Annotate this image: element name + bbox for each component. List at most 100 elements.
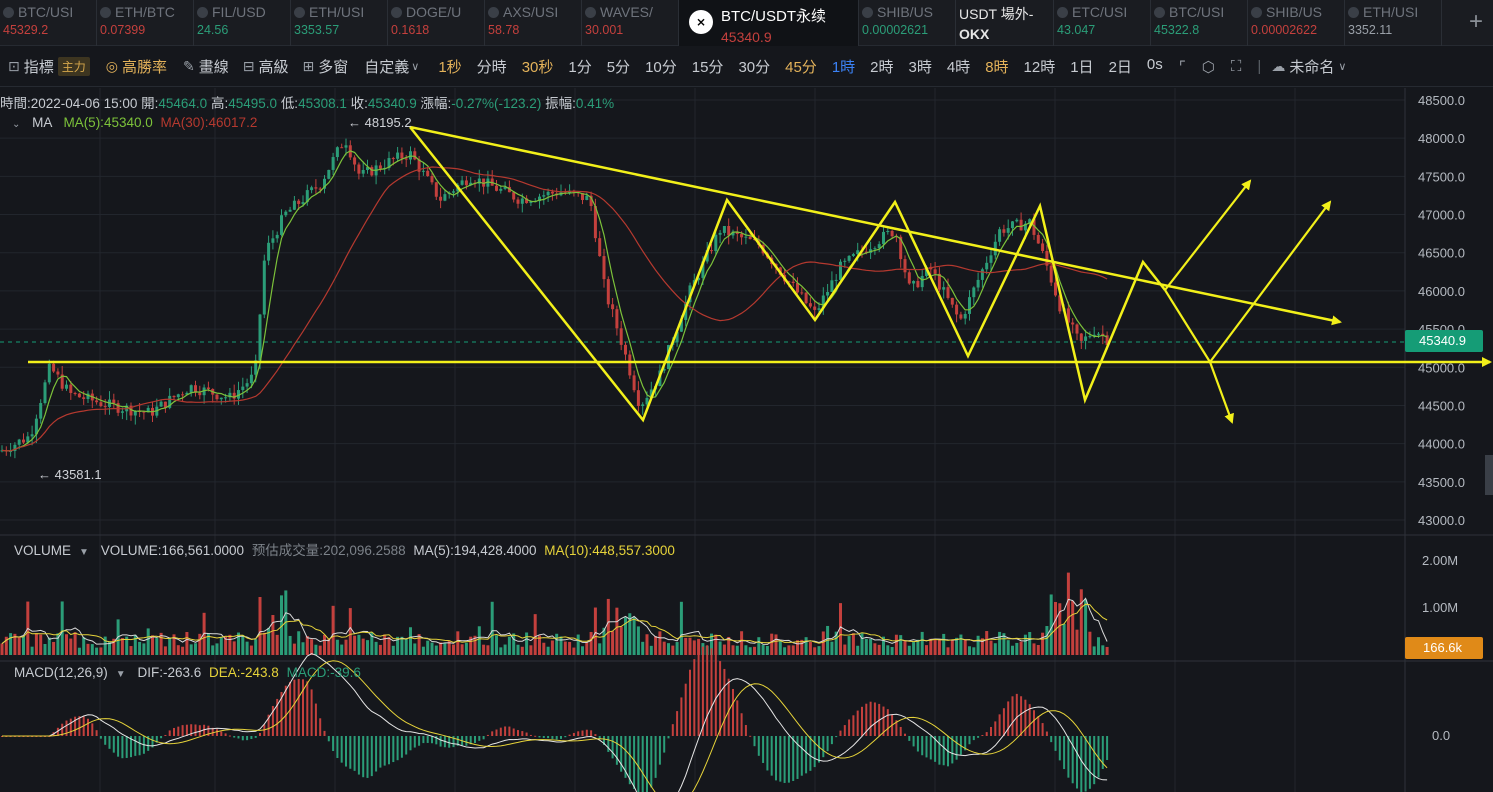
- ticker-tab[interactable]: DOGE/U 0.1618: [388, 0, 485, 46]
- dif-value: DIF:-263.6: [137, 665, 202, 680]
- candle-body: [632, 375, 636, 391]
- timeframe-option[interactable]: 2日: [1108, 59, 1132, 76]
- volume-bar: [929, 638, 933, 655]
- draw-button[interactable]: ✎ 畫線: [183, 56, 229, 77]
- timeframe-option[interactable]: 10分: [645, 59, 677, 76]
- macd-bar: [689, 669, 691, 736]
- timeframe-option[interactable]: 4時: [946, 59, 971, 76]
- candlestick-chart[interactable]: 48500.0 48000.0 47500.0 47000.0 46500.0 46000…: [0, 88, 1493, 792]
- macd-bar: [319, 718, 322, 736]
- macd-bar: [654, 736, 657, 778]
- macd-bar: [994, 721, 997, 736]
- macd-bar: [233, 736, 236, 738]
- macd-bar: [508, 726, 511, 736]
- timeframe-option[interactable]: 1時: [831, 59, 856, 76]
- candle-body: [194, 385, 197, 393]
- volume-bar: [60, 601, 64, 655]
- custom-dropdown[interactable]: 自定義 ∨: [364, 56, 423, 77]
- volume-bar: [254, 639, 258, 655]
- ticker-symbol: ETH/BTC: [100, 4, 193, 20]
- ticker-tab[interactable]: WAVES/30.001: [582, 0, 679, 46]
- candle-body: [968, 297, 971, 314]
- ticker-tab[interactable]: FIL/USD 24.56: [194, 0, 291, 46]
- fullscreen-icon[interactable]: ⛶: [1230, 58, 1242, 75]
- macd-bar: [431, 736, 433, 744]
- candle-body: [391, 158, 395, 160]
- win-rate-button[interactable]: ◎ 高勝率: [106, 56, 167, 77]
- exchange-tab[interactable]: USDT 場外- OKX: [956, 0, 1054, 46]
- candle-body: [1071, 322, 1075, 325]
- candle-body: [1032, 219, 1036, 235]
- macd-bar: [173, 727, 175, 736]
- timeframe-option[interactable]: 5分: [606, 59, 631, 76]
- ticker-tab[interactable]: SHIB/US 0.00002621: [859, 0, 956, 46]
- macd-label: MACD(12,26,9): [14, 665, 108, 680]
- candle-body: [748, 236, 752, 240]
- indicators-button[interactable]: ⊡ 指標 主力: [8, 56, 90, 77]
- candle-body: [254, 360, 258, 375]
- timeframe-option[interactable]: 3時: [908, 59, 932, 76]
- ticker-tab[interactable]: ETC/USI 43.047: [1054, 0, 1151, 46]
- collapse-icon[interactable]: ⌄: [12, 119, 21, 130]
- volume-bar: [976, 635, 980, 655]
- timeframe-option[interactable]: 8時: [985, 59, 1009, 76]
- low-value: 45308.1: [298, 96, 347, 111]
- candle-body: [1097, 333, 1100, 335]
- timeframe-option[interactable]: 分時: [476, 59, 507, 76]
- ticker-tab[interactable]: BTC/USI 45329.2: [0, 0, 97, 46]
- volume-bar: [271, 615, 275, 655]
- timeframe-option[interactable]: 0s: [1146, 56, 1163, 73]
- ticker-tab[interactable]: ETH/BTC 0.07399: [97, 0, 194, 46]
- volume-bar: [490, 601, 494, 655]
- macd-bar: [439, 736, 442, 747]
- timeframe-option[interactable]: 12時: [1023, 59, 1056, 76]
- ticker-tab[interactable]: BTC/USI 45322.8: [1151, 0, 1248, 46]
- volume-bar: [125, 636, 129, 655]
- timeframe-option[interactable]: 30秒: [521, 59, 554, 76]
- ticker-tab[interactable]: ETH/USI 3352.11: [1345, 0, 1442, 46]
- macd-bar: [882, 706, 885, 736]
- macd-bar: [590, 730, 593, 736]
- timeframe-option[interactable]: 1分: [568, 59, 592, 76]
- candle-body: [249, 374, 253, 384]
- volume-bar: [185, 631, 189, 655]
- volume-bar: [1032, 643, 1036, 655]
- settings-icon[interactable]: ⬡: [1201, 58, 1215, 76]
- chevron-down-icon[interactable]: ▼: [79, 547, 89, 558]
- volume-bar: [1011, 645, 1014, 655]
- layout-dropdown[interactable]: ☁ 未命名 ∨: [1271, 56, 1350, 77]
- volume-bar: [688, 637, 692, 655]
- crop-icon[interactable]: ⌜: [1178, 58, 1186, 76]
- add-tab-button[interactable]: +: [1468, 8, 1483, 35]
- macd-bar: [452, 736, 455, 748]
- chevron-down-icon[interactable]: ▼: [115, 669, 126, 680]
- ticker-tab[interactable]: AXS/USI 58.78: [485, 0, 582, 46]
- macd-bar: [1015, 693, 1018, 736]
- multi-window-button[interactable]: ⊞ 多窗: [303, 56, 349, 77]
- volume-bar: [628, 613, 632, 655]
- timeframe-option[interactable]: 45分: [785, 59, 817, 76]
- ticker-symbol: WAVES/: [585, 4, 678, 20]
- volume-bar: [516, 644, 520, 655]
- timeframe-option[interactable]: 30分: [738, 59, 771, 76]
- advanced-button[interactable]: ⊟ 高級: [243, 56, 289, 77]
- timeframe-option[interactable]: 15分: [691, 59, 724, 76]
- volume-bar: [409, 627, 412, 655]
- timeframe-option[interactable]: 1秒: [438, 59, 462, 76]
- candle-body: [228, 392, 232, 398]
- macd-bar: [594, 734, 597, 736]
- volume-ma10-line: [1, 603, 1108, 644]
- volume-bar: [834, 631, 838, 655]
- ticker-tab[interactable]: SHIB/US 0.00002622: [1248, 0, 1345, 46]
- main-badge: 主力: [57, 57, 90, 76]
- scroll-handle[interactable]: [1485, 455, 1493, 495]
- volume-bar: [9, 633, 13, 655]
- active-ticker-tab[interactable]: ⨯ BTC/USDT永续 45340.9: [679, 0, 859, 46]
- candle-body: [856, 250, 860, 255]
- timeframe-option[interactable]: 1日: [1070, 59, 1094, 76]
- ticker-tab[interactable]: ETH/USI 3353.57: [291, 0, 388, 46]
- user-drawings[interactable]: [28, 125, 1492, 424]
- candle-body: [353, 157, 357, 165]
- candle-body: [598, 238, 602, 257]
- timeframe-option[interactable]: 2時: [870, 59, 894, 76]
